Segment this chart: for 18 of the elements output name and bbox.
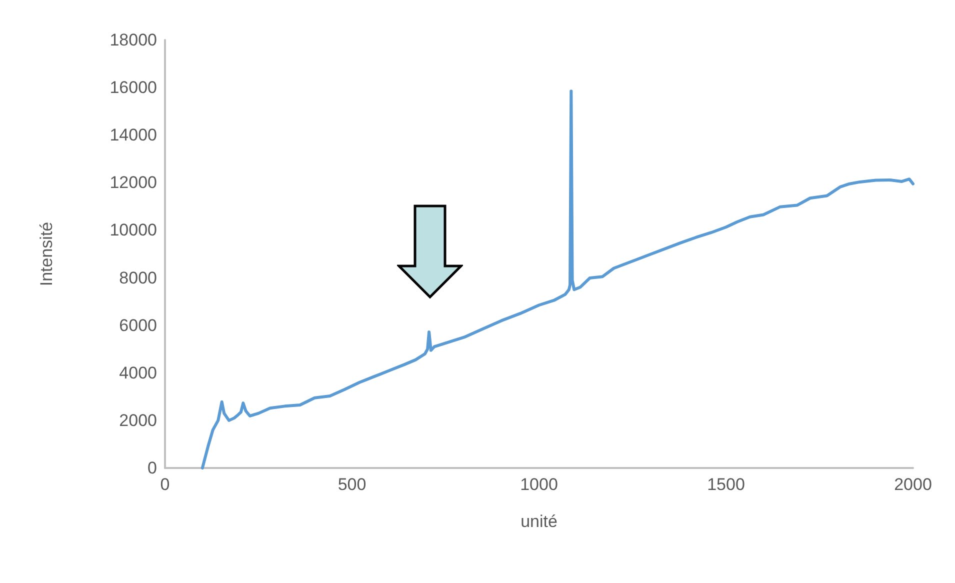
y-tick-label: 2000 bbox=[119, 410, 157, 430]
x-tick-label: 1500 bbox=[707, 475, 745, 494]
x-tick-label: 1000 bbox=[520, 475, 558, 494]
y-tick-label: 4000 bbox=[119, 363, 157, 382]
y-tick-label: 16000 bbox=[110, 78, 157, 98]
x-tick-label: 0 bbox=[160, 475, 170, 494]
x-tick-label: 2000 bbox=[894, 475, 932, 494]
x-axis-title: unité bbox=[520, 512, 558, 531]
x-tick-label: 500 bbox=[338, 475, 366, 494]
y-tick-label: 10000 bbox=[110, 220, 157, 240]
y-tick-label: 6000 bbox=[119, 316, 157, 335]
y-tick-label: 8000 bbox=[119, 268, 157, 288]
y-tick-label: 12000 bbox=[110, 173, 157, 192]
y-tick-label: 0 bbox=[148, 458, 157, 478]
y-axis-title: Intensité bbox=[37, 222, 56, 286]
line-series bbox=[200, 90, 914, 470]
y-tick-label: 18000 bbox=[110, 30, 157, 50]
y-tick-label: 14000 bbox=[110, 126, 157, 145]
